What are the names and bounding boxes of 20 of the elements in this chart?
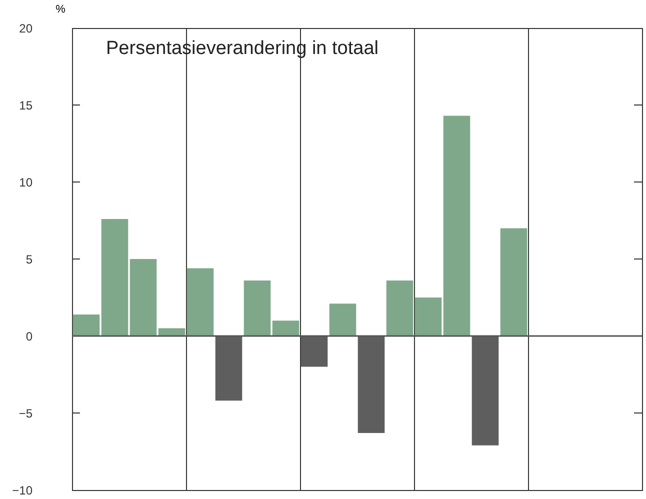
bar bbox=[272, 320, 300, 336]
bar bbox=[386, 280, 414, 336]
y-tick-label: 5 bbox=[26, 252, 33, 266]
bar bbox=[158, 328, 186, 336]
bar bbox=[186, 268, 214, 336]
y-axis-title: % bbox=[56, 4, 66, 16]
y-tick-label: 10 bbox=[19, 176, 33, 190]
bar bbox=[72, 314, 100, 336]
bar bbox=[500, 228, 528, 336]
y-tick-label: 0 bbox=[26, 330, 33, 344]
y-tick-label: 20 bbox=[19, 22, 33, 36]
bar bbox=[414, 298, 442, 336]
bar bbox=[443, 116, 470, 336]
y-tick-label: 15 bbox=[19, 98, 33, 112]
bar bbox=[130, 259, 157, 336]
y-tick-label: −10 bbox=[12, 484, 33, 498]
bar bbox=[101, 218, 128, 336]
bar bbox=[244, 280, 271, 336]
bar bbox=[329, 304, 356, 336]
y-tick-label: −5 bbox=[18, 406, 33, 420]
